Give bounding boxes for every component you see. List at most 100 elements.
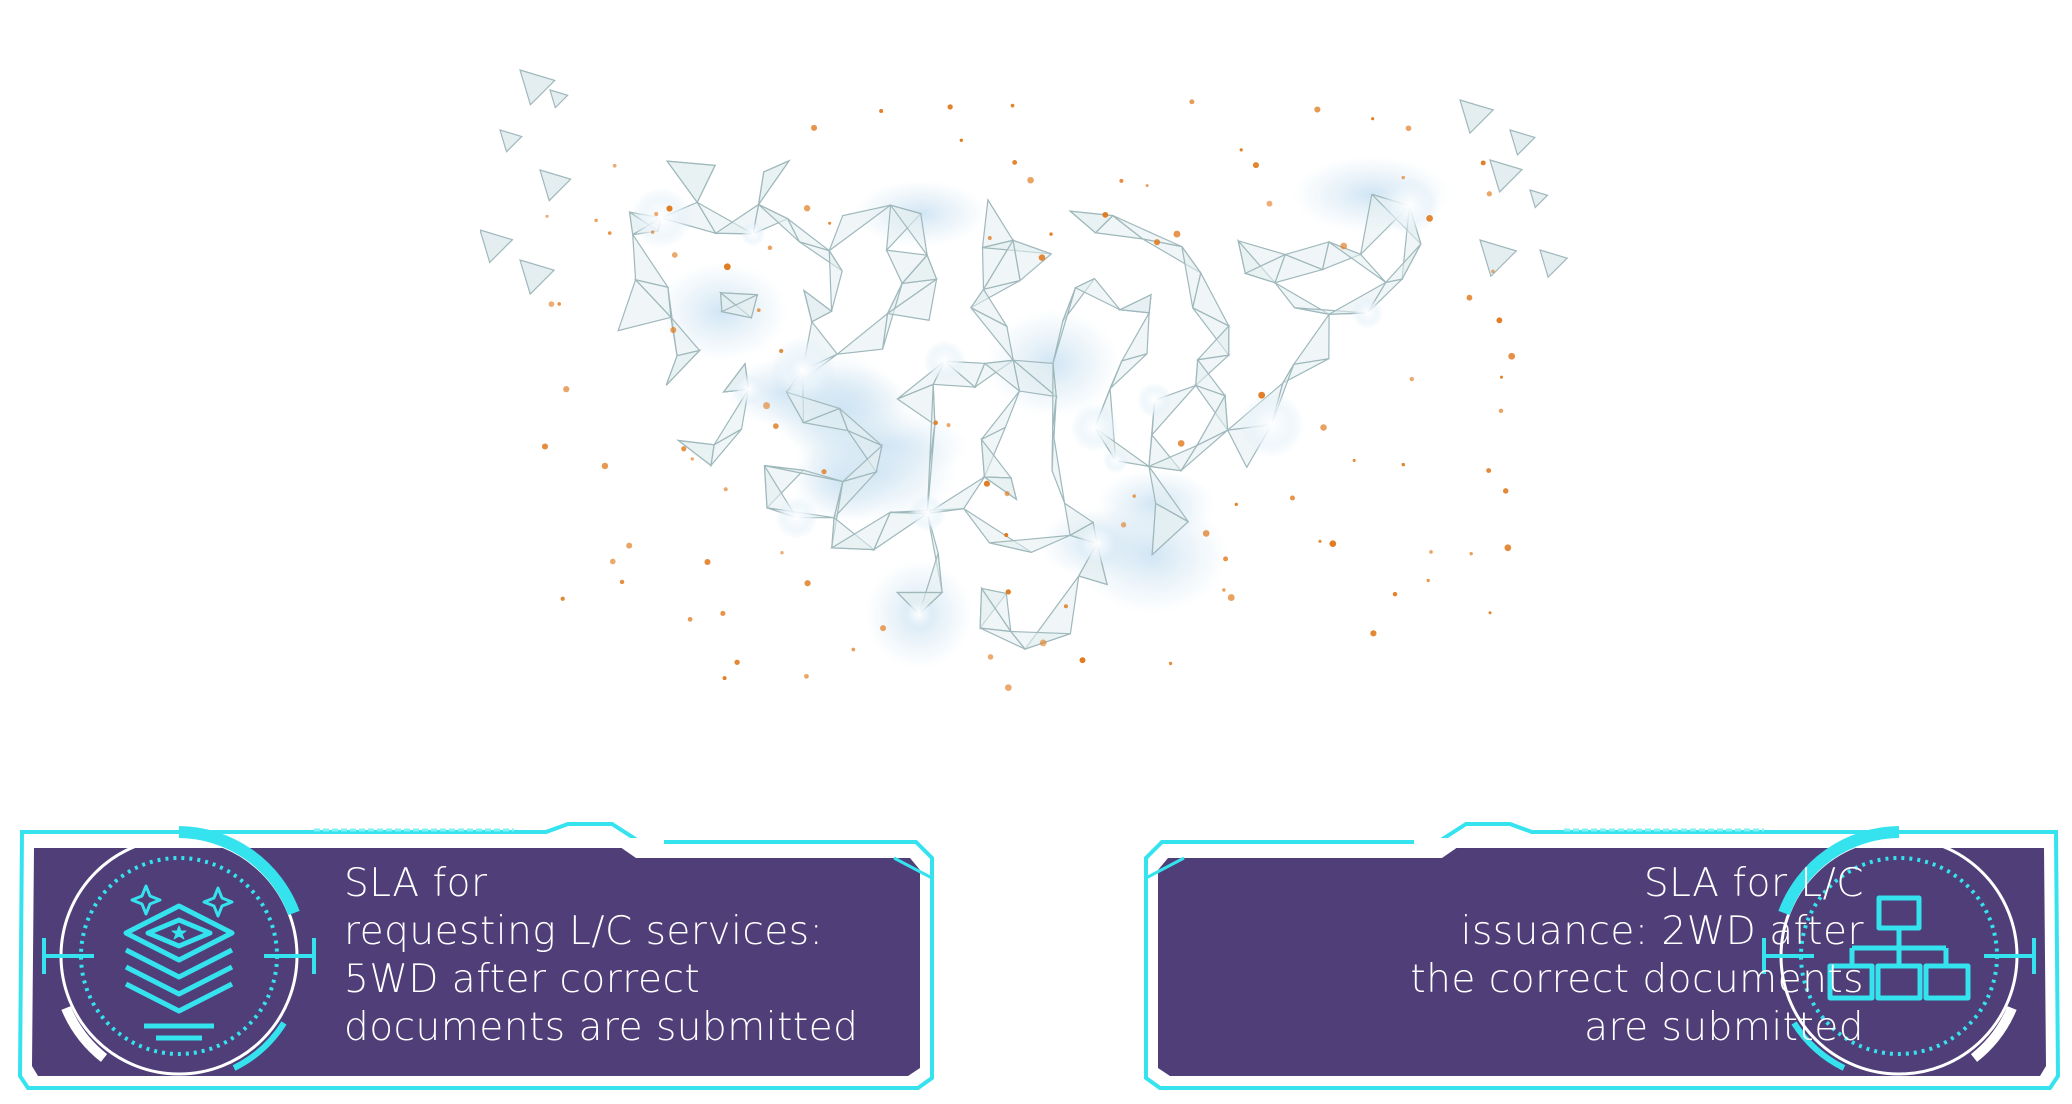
icon-ring: [42, 826, 316, 1076]
org-chart-icon: [1827, 895, 1971, 1001]
sla-issuance-line-2: issuance: 2WD after: [1460, 909, 1864, 954]
mesh-particle: [821, 469, 827, 475]
mesh-triangle: [1051, 429, 1066, 504]
mesh-triangle: [1283, 241, 1330, 271]
mesh-particle: [1409, 376, 1415, 382]
mesh-particle: [690, 457, 695, 461]
mesh-particle: [722, 676, 727, 681]
sla-request-line-1: SLA for: [344, 861, 488, 906]
mesh-particle: [851, 647, 856, 652]
icon-ring: [1762, 826, 2036, 1076]
mesh-particle: [1480, 160, 1486, 166]
mesh-particle: [1486, 468, 1492, 474]
mesh-particle: [541, 443, 549, 450]
mesh-particle: [654, 211, 659, 217]
mesh-shard: [499, 129, 523, 153]
mesh-shard: [1489, 159, 1524, 194]
mesh-particle: [1426, 578, 1430, 583]
mesh-particle: [1502, 488, 1509, 494]
mesh-particle: [1063, 604, 1068, 609]
mesh-particle: [1027, 176, 1034, 184]
mesh-particle: [619, 579, 625, 585]
mesh-triangle: [1243, 253, 1287, 284]
mesh-glow-node: [775, 496, 818, 539]
mesh-particle: [1329, 540, 1337, 548]
mesh-particle: [1488, 611, 1492, 615]
mesh-shard: [1479, 239, 1518, 278]
mesh-particle: [545, 214, 549, 218]
mesh-particle: [987, 654, 994, 660]
mesh-glow-node: [1070, 403, 1119, 452]
mesh-particle: [626, 542, 633, 549]
mesh-particle: [612, 163, 617, 168]
mesh-particle: [1508, 352, 1516, 360]
mesh-particle: [1499, 375, 1504, 379]
mesh-particle: [1049, 232, 1053, 236]
sla-issuance-panel: SLA for L/C issuance: 2WD after the corr…: [1134, 818, 2064, 1094]
mesh-glow-node: [1076, 522, 1118, 565]
mesh-particle: [1496, 317, 1503, 324]
mesh-particle: [828, 221, 832, 225]
mesh-particle: [1252, 162, 1259, 169]
mesh-particle: [681, 446, 687, 452]
mesh-particle: [609, 558, 616, 565]
mesh-triangle: [1012, 358, 1059, 398]
mesh-particle: [1222, 588, 1226, 592]
mesh-triangle: [713, 389, 750, 446]
mesh-triangle: [970, 307, 1014, 361]
sla-request-line-3: 5WD after correct: [344, 957, 701, 1002]
mesh-shard: [480, 229, 514, 264]
mesh-triangle: [720, 293, 759, 319]
mesh-particle: [1132, 494, 1136, 498]
mesh-glow-node: [740, 221, 766, 247]
mesh-shard: [1539, 249, 1569, 279]
mesh-glow-node: [1103, 448, 1129, 474]
mesh-particle: [1234, 502, 1238, 506]
mesh-triangle: [803, 289, 833, 323]
mesh-particle: [804, 673, 809, 679]
mesh-triangle: [1328, 280, 1388, 315]
mesh-particle: [666, 205, 673, 212]
mesh-glow-node: [1238, 392, 1304, 458]
mesh-glow-node: [732, 373, 765, 406]
mesh-glow-node: [1351, 297, 1384, 329]
mesh-glow-node: [1136, 382, 1173, 418]
mesh-particle: [1401, 175, 1405, 180]
mesh-shard: [519, 69, 556, 106]
mesh-particle: [947, 104, 953, 110]
mesh-glow-node: [923, 340, 966, 383]
sla-issuance-line-3: the correct documents: [1410, 957, 1864, 1002]
mesh-particle: [1102, 211, 1109, 218]
mesh-triangle: [828, 248, 843, 312]
mesh-particle: [1119, 178, 1124, 183]
mesh-particle: [650, 230, 655, 234]
mesh-particle: [1223, 556, 1229, 562]
mesh-particle: [1202, 530, 1210, 537]
mesh-particle: [1173, 230, 1181, 238]
mesh-triangle: [1384, 243, 1422, 284]
mesh-particle: [983, 480, 990, 487]
mesh-triangle: [827, 204, 891, 253]
mesh-triangle: [889, 204, 928, 256]
mesh-particle: [723, 263, 731, 271]
mesh-triangle: [1292, 312, 1330, 366]
mesh-triangle: [665, 349, 702, 386]
mesh-shard: [549, 89, 569, 109]
mesh-particle: [594, 218, 598, 223]
mesh-particle: [879, 108, 884, 113]
mesh-triangle: [1146, 444, 1199, 472]
mesh-particle: [720, 610, 726, 617]
mesh-shard: [1459, 99, 1495, 135]
mesh-particle: [1469, 551, 1473, 556]
mesh-particle: [1320, 424, 1327, 431]
sla-request-line-4: documents are submitted: [344, 1005, 859, 1050]
mesh-shard: [539, 169, 572, 202]
mesh-glow-node: [1380, 176, 1439, 235]
mesh-triangle: [1068, 210, 1115, 234]
mesh-glow-node: [630, 187, 692, 249]
mesh-particle: [607, 231, 612, 235]
mesh-shard: [1509, 129, 1537, 157]
mesh-glow-node: [784, 351, 822, 389]
mesh-particle: [563, 386, 570, 393]
mesh-particle: [1168, 661, 1173, 666]
